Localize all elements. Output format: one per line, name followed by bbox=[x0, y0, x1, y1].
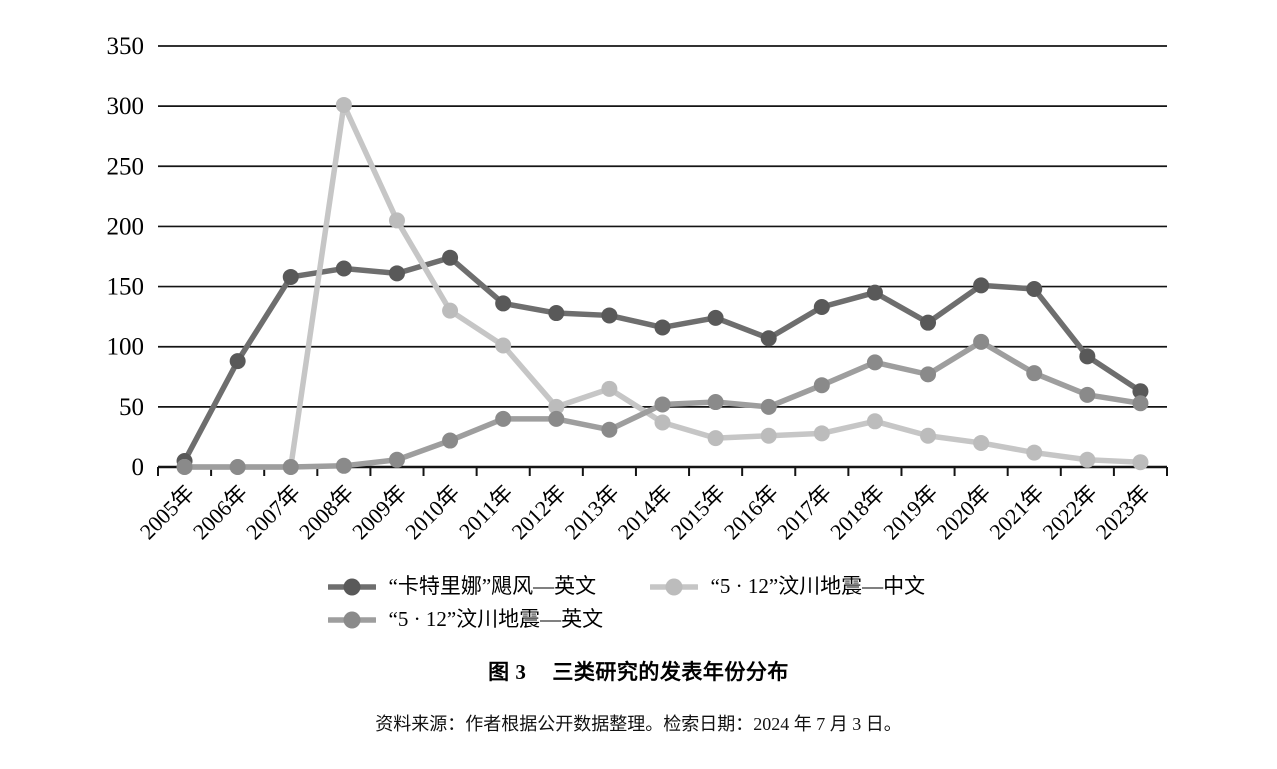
data-point bbox=[442, 432, 459, 449]
data-point bbox=[760, 398, 777, 415]
legend-marker-icon bbox=[327, 611, 376, 628]
data-point bbox=[388, 212, 405, 229]
x-tick-label: 2019年 bbox=[878, 480, 942, 544]
data-point bbox=[601, 307, 618, 324]
data-point bbox=[601, 380, 618, 397]
data-point bbox=[442, 249, 459, 266]
data-point bbox=[973, 434, 990, 451]
x-tick-label: 2010年 bbox=[400, 480, 464, 544]
data-point bbox=[760, 330, 777, 347]
x-tick-label: 2005年 bbox=[135, 480, 199, 544]
data-point bbox=[1132, 454, 1149, 471]
y-tick-label: 50 bbox=[119, 394, 144, 421]
data-point bbox=[1079, 451, 1096, 468]
data-point bbox=[442, 302, 459, 319]
x-tick-label: 2013年 bbox=[560, 480, 624, 544]
data-point bbox=[866, 284, 883, 301]
x-tick-label: 2008年 bbox=[294, 480, 358, 544]
data-point bbox=[973, 333, 990, 350]
y-tick-label: 250 bbox=[107, 153, 145, 180]
data-point bbox=[495, 337, 512, 354]
data-point bbox=[335, 96, 352, 113]
data-point bbox=[176, 459, 193, 475]
data-point bbox=[388, 451, 405, 468]
legend-label: “5 · 12”汶川地震—中文 bbox=[710, 574, 926, 598]
data-point bbox=[1026, 280, 1043, 297]
data-point bbox=[866, 413, 883, 430]
line-chart: 0 50 100 150 200 250 300 350 2005年2006年2007年2008… bbox=[107, 33, 1168, 544]
chart-legend: “卡特里娜”飓风—英文 “5 · 12”汶川地震—中文 “5 · 12”汶川地震—英… bbox=[0, 576, 1277, 630]
data-point bbox=[1026, 444, 1043, 461]
data-point bbox=[1132, 395, 1149, 412]
x-tick-label: 2006年 bbox=[188, 480, 252, 544]
data-point bbox=[1079, 386, 1096, 403]
data-point bbox=[654, 319, 671, 336]
x-tick-label: 2009年 bbox=[347, 480, 411, 544]
x-tick-label: 2017年 bbox=[772, 480, 836, 544]
data-point bbox=[973, 277, 990, 294]
x-tick-label: 2007年 bbox=[241, 480, 305, 544]
x-tick-label: 2012年 bbox=[506, 480, 570, 544]
x-tick-label: 2023年 bbox=[1091, 480, 1155, 544]
data-point bbox=[1026, 365, 1043, 382]
figure-label: 图 3 bbox=[488, 660, 527, 684]
x-tick-label: 2021年 bbox=[984, 480, 1048, 544]
legend-marker-icon bbox=[649, 578, 698, 595]
data-point bbox=[548, 398, 565, 415]
legend-label: “卡特里娜”飓风—英文 bbox=[388, 574, 597, 598]
data-point bbox=[707, 430, 724, 447]
data-point bbox=[495, 410, 512, 427]
legend-item: “卡特里娜”飓风—英文 bbox=[327, 574, 628, 598]
y-tick-label: 150 bbox=[107, 274, 145, 301]
y-tick-label: 200 bbox=[107, 213, 145, 240]
legend-item: “5 · 12”汶川地震—英文 bbox=[327, 607, 628, 631]
data-point bbox=[335, 260, 352, 277]
data-point bbox=[654, 396, 671, 413]
data-point bbox=[1079, 348, 1096, 365]
data-point bbox=[813, 425, 830, 442]
figure-title: 三类研究的发表年份分布 bbox=[552, 660, 789, 684]
data-point bbox=[495, 295, 512, 312]
data-point bbox=[388, 265, 405, 282]
x-tick-label: 2018年 bbox=[825, 480, 889, 544]
legend-marker-icon bbox=[327, 578, 376, 595]
x-tick-label: 2022年 bbox=[1038, 480, 1102, 544]
data-point bbox=[1132, 383, 1149, 400]
data-point bbox=[335, 457, 352, 474]
data-point bbox=[813, 299, 830, 316]
x-tick-label: 2011年 bbox=[454, 480, 518, 544]
data-point bbox=[760, 427, 777, 444]
data-point bbox=[548, 410, 565, 427]
y-tick-label: 100 bbox=[107, 334, 145, 361]
data-point bbox=[601, 421, 618, 438]
data-point bbox=[282, 459, 299, 475]
y-tick-label: 350 bbox=[107, 33, 145, 60]
data-point bbox=[229, 459, 246, 475]
data-point bbox=[920, 366, 937, 383]
x-tick-label: 2020年 bbox=[931, 480, 995, 544]
data-point bbox=[548, 305, 565, 322]
y-tick-label: 300 bbox=[107, 93, 145, 120]
figure-caption: 图 3 三类研究的发表年份分布 bbox=[0, 656, 1277, 686]
x-tick-label: 2015年 bbox=[666, 480, 730, 544]
data-point bbox=[707, 309, 724, 326]
data-point bbox=[282, 268, 299, 285]
data-point bbox=[229, 353, 246, 370]
data-point bbox=[866, 354, 883, 371]
legend-item: “5 · 12”汶川地震—中文 bbox=[649, 574, 950, 598]
data-point bbox=[654, 414, 671, 431]
data-point bbox=[920, 314, 937, 331]
source-note: 资料来源：作者根据公开数据整理。检索日期：2024 年 7 月 3 日。 bbox=[375, 714, 902, 734]
data-point bbox=[920, 427, 937, 444]
x-tick-label: 2014年 bbox=[613, 480, 677, 544]
legend-label: “5 · 12”汶川地震—英文 bbox=[388, 607, 604, 631]
data-point bbox=[707, 394, 724, 411]
x-tick-label: 2016年 bbox=[719, 480, 783, 544]
y-tick-label: 0 bbox=[132, 454, 145, 481]
data-point bbox=[813, 377, 830, 394]
